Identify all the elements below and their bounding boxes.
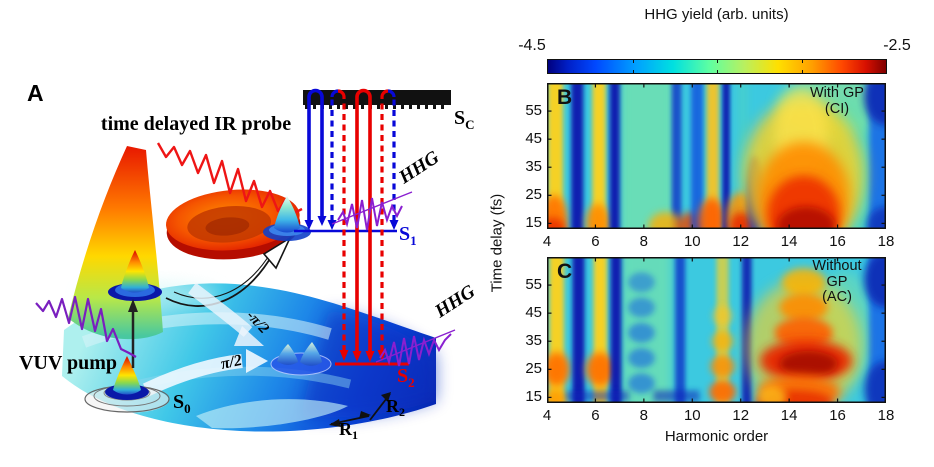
colorbar-max-label: -2.5: [883, 37, 911, 54]
x-tick-label: 10: [683, 233, 701, 250]
wavepacket-ci: [263, 196, 311, 241]
trajectory-arrow: [165, 235, 292, 307]
r2-axis: [369, 392, 391, 421]
x-axis-title: Harmonic order: [664, 428, 769, 445]
annotation-line: Without: [812, 258, 862, 274]
colorbar-tick: [632, 60, 634, 63]
x-tick-label: 4: [542, 233, 552, 250]
x-tick-label: 14: [780, 233, 798, 250]
panel-a: -π/2 π/2: [19, 80, 479, 442]
wavepacket-s2: [270, 342, 332, 376]
x-tick-labels-C: 4 6 8 10 12 14 16 18: [543, 407, 895, 427]
colorbar-tick: [632, 70, 634, 73]
y-tick-label: 55: [525, 276, 542, 294]
phase-arrow-upper: [188, 282, 264, 346]
x-tick-labels-B: 4 6 8 10 12 14 16 18: [543, 233, 895, 253]
x-tick-label: 18: [877, 233, 895, 250]
s2-label: S2: [397, 365, 415, 390]
colorbar-min-label: -4.5: [518, 37, 546, 54]
y-tick-labels-B: 15 25 35 45 55: [511, 83, 544, 232]
x-tick-label: 6: [591, 407, 600, 424]
heatmap-B: [547, 83, 886, 229]
colorbar-tick: [801, 60, 803, 63]
y-tick-label: 45: [525, 130, 542, 148]
annotation-line: GP: [826, 273, 848, 290]
annotation-line: (AC): [822, 289, 852, 305]
y-tick-label: 55: [525, 102, 542, 120]
colorbar-tick: [717, 60, 718, 63]
y-tick-label: 25: [525, 186, 542, 204]
x-tick-label: 8: [639, 233, 649, 250]
y-axis-title: Time delay (fs): [488, 193, 506, 293]
x-tick-label: 10: [683, 407, 701, 424]
x-tick-label: 14: [780, 407, 798, 424]
y-tick-label: 15: [525, 214, 542, 232]
annotation-line: (CI): [824, 100, 850, 117]
r1-label: R1: [339, 419, 358, 442]
colorbar-title: HHG yield (arb. units): [644, 6, 789, 23]
conical-intersection-cone: [166, 189, 301, 260]
x-tick-label: 16: [829, 233, 846, 250]
s0-label: S0: [173, 391, 191, 416]
vuv-pump-label: VUV pump: [19, 352, 117, 374]
y-tick-label: 15: [525, 388, 542, 406]
heatmap-C: [547, 257, 886, 403]
s1-label: S1: [399, 223, 417, 248]
panel-b-label: B: [557, 86, 573, 109]
x-tick-label: 16: [829, 407, 846, 424]
continuum-bar: [303, 90, 451, 109]
hhg-burst-lower: [375, 329, 456, 367]
vuv-pulse-wave: [35, 295, 137, 358]
hhg-upper-label: HHG: [394, 147, 443, 189]
ir-probe-label: time delayed IR probe: [101, 113, 291, 135]
colorbar-tick: [717, 70, 718, 73]
wavepacket-s0: [105, 356, 149, 400]
hhg-burst-upper: [331, 191, 413, 231]
r2-label: R2: [386, 396, 405, 419]
x-tick-label: 12: [732, 233, 750, 250]
ir-probe-pulse-wave: [156, 142, 303, 215]
y-tick-labels-C: 15 25 35 45 55: [511, 257, 544, 406]
panel-c-annotation: Without GP (AC): [791, 258, 883, 306]
hhg-lower-label: HHG: [430, 281, 479, 323]
x-tick-label: 6: [591, 233, 600, 250]
x-tick-label: 18: [877, 407, 895, 424]
potential-surface-funnel: [68, 146, 163, 340]
sc-label: SC: [454, 107, 475, 132]
panel-b-annotation: With GP (CI): [791, 85, 883, 117]
x-tick-label: 12: [732, 407, 750, 424]
x-tick-label: 8: [639, 407, 649, 424]
colorbar: [547, 59, 887, 74]
y-tick-label: 45: [525, 304, 542, 322]
annotation-line: With GP: [810, 85, 864, 101]
y-tick-label: 35: [525, 158, 542, 176]
pump-arrow: [128, 299, 138, 368]
phase-lower-label: π/2: [219, 352, 243, 373]
x-tick-label: 4: [542, 407, 552, 424]
colorbar-tick: [801, 70, 803, 73]
r1-axis: [329, 411, 371, 427]
y-tick-label: 25: [525, 360, 542, 378]
wavepacket-excited: [108, 250, 162, 301]
transition-arrows: [304, 88, 399, 362]
panel-a-letter: A: [27, 80, 44, 106]
panel-c-label: C: [557, 260, 573, 283]
phase-arrow-lower: [143, 349, 268, 397]
y-tick-label: 35: [525, 332, 542, 350]
